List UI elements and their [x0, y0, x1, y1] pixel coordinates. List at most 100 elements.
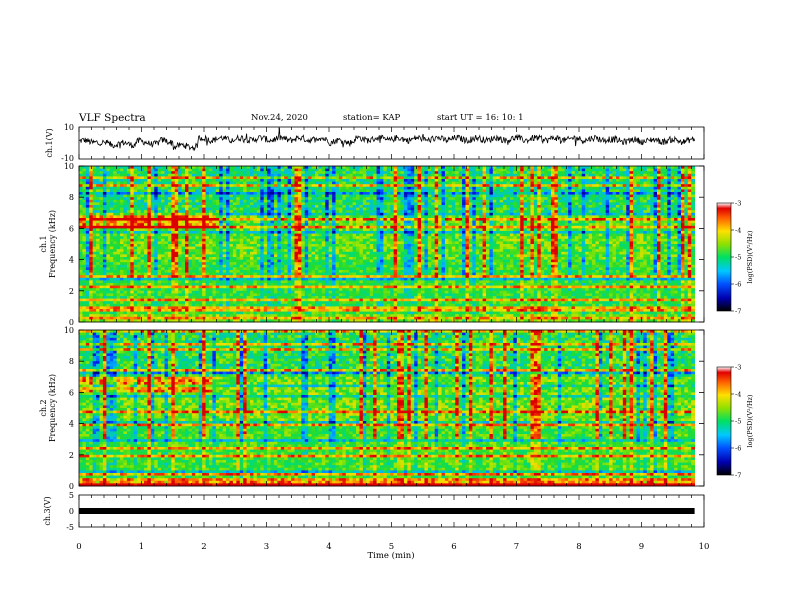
spectrogram-cell	[102, 207, 107, 211]
spectrogram-cell	[550, 215, 555, 219]
spectrogram-cell	[390, 225, 395, 229]
spectrogram-cell	[650, 225, 654, 229]
spectrogram-cell	[342, 205, 347, 208]
spectrogram-cell	[379, 197, 384, 201]
spectrogram-cell	[133, 192, 138, 195]
spectrogram-cell	[486, 168, 490, 172]
spectrogram-cell	[133, 233, 138, 237]
spectrogram-cell	[311, 207, 316, 211]
spectrogram-cell	[164, 186, 169, 190]
spectrogram-cell	[431, 236, 436, 240]
spectrogram-cell	[622, 194, 627, 198]
spectrogram-cell	[475, 181, 480, 185]
spectrogram-cell	[314, 233, 319, 237]
spectrogram-cell	[181, 186, 186, 190]
spectrogram-cell	[496, 166, 501, 169]
spectrogram-cell	[171, 231, 176, 234]
spectrogram-cell	[352, 184, 357, 188]
spectrogram-cell	[592, 220, 596, 224]
spectrogram-cell	[167, 168, 172, 172]
spectrogram-cell	[650, 166, 654, 169]
spectrogram-cell	[232, 223, 237, 227]
spectrogram-cell	[639, 184, 644, 188]
spectrogram-cell	[386, 199, 391, 203]
spectrogram-cell	[403, 199, 408, 203]
spectrogram-cell	[297, 181, 302, 185]
spectrogram-cell	[609, 231, 613, 234]
spectrogram-cell	[243, 168, 247, 172]
spectrogram-cell	[615, 166, 620, 169]
spectrogram-cell	[366, 231, 371, 234]
spectrogram-cell	[448, 186, 453, 190]
spectrogram-cell	[188, 233, 193, 237]
spectrogram-cell	[427, 202, 432, 206]
spectrogram-cell	[636, 186, 641, 190]
spectrogram-cell	[571, 220, 576, 224]
spectrogram-cell	[571, 225, 576, 229]
spectrogram-cell	[116, 194, 121, 198]
spectrogram-cell	[229, 186, 234, 190]
spectrogram-cell	[273, 197, 278, 201]
spectrogram-cell	[133, 189, 138, 193]
spectrogram-cell	[304, 223, 309, 227]
spectrogram-cell	[226, 171, 230, 175]
spectrogram-cell	[393, 231, 398, 234]
spectrogram-cell	[253, 166, 258, 169]
spectrogram-cell	[133, 168, 138, 172]
spectrogram-cell	[215, 171, 220, 175]
spectrogram-cell	[592, 197, 596, 201]
spectrogram-cell	[164, 236, 169, 240]
spectrogram-cell	[270, 199, 275, 203]
spectrogram-cell	[328, 218, 333, 221]
spectrogram-cell	[417, 189, 422, 193]
spectrogram-cell	[451, 171, 456, 175]
spectrogram-cell	[318, 212, 323, 216]
spectrogram-cell	[171, 236, 176, 240]
spectrogram-cell	[455, 181, 460, 185]
spectrogram-cell	[520, 210, 525, 214]
spectrogram-cell	[270, 233, 275, 237]
spectrogram-cell	[472, 220, 477, 224]
spectrogram-cell	[540, 199, 545, 203]
spectrogram-cell	[540, 231, 545, 234]
spectrogram-cell	[475, 176, 480, 180]
spectrogram-cell	[256, 223, 261, 227]
spectrogram-cell	[496, 186, 501, 190]
spectrogram-cell	[619, 189, 624, 193]
spectrogram-cell	[636, 218, 641, 221]
spectrogram-cell	[390, 197, 395, 201]
spectrogram-cell	[291, 218, 295, 221]
spectrogram-cell	[123, 192, 128, 195]
spectrogram-cell	[557, 171, 562, 175]
spectrogram-cell	[174, 236, 179, 240]
spectrogram-cell	[243, 220, 247, 224]
spectrogram-cell	[386, 184, 391, 188]
spectrogram-cell	[410, 181, 415, 185]
spectrogram-cell	[195, 212, 200, 216]
spectrogram-cell	[185, 173, 189, 177]
spectrogram-cell	[188, 202, 193, 206]
spectrogram-cell	[260, 197, 265, 201]
spectrogram-cell	[486, 220, 490, 224]
spectrogram-cell	[489, 202, 494, 206]
spectrogram-cell	[188, 192, 193, 195]
spectrogram-cell	[636, 202, 641, 206]
spectrogram-cell	[561, 228, 566, 232]
spectrogram-cell	[335, 228, 340, 232]
spectrogram-cell	[85, 205, 90, 208]
spectrogram-cell	[568, 166, 572, 169]
spectrogram-cell	[376, 194, 381, 198]
spectrogram-cell	[161, 205, 165, 208]
spectrogram-cell	[250, 207, 254, 211]
spectrogram-cell	[99, 189, 104, 193]
spectrogram-cell	[503, 218, 507, 221]
spectrogram-cell	[178, 173, 182, 177]
spectrogram-cell	[595, 233, 600, 237]
spectrogram-cell	[116, 186, 121, 190]
spectrogram-cell	[417, 212, 422, 216]
spectrogram-cell	[687, 189, 692, 193]
spectrogram-cell	[123, 231, 128, 234]
spectrogram-cell	[263, 199, 268, 203]
spectrogram-cell	[205, 207, 210, 211]
spectrogram-cell	[472, 194, 477, 198]
